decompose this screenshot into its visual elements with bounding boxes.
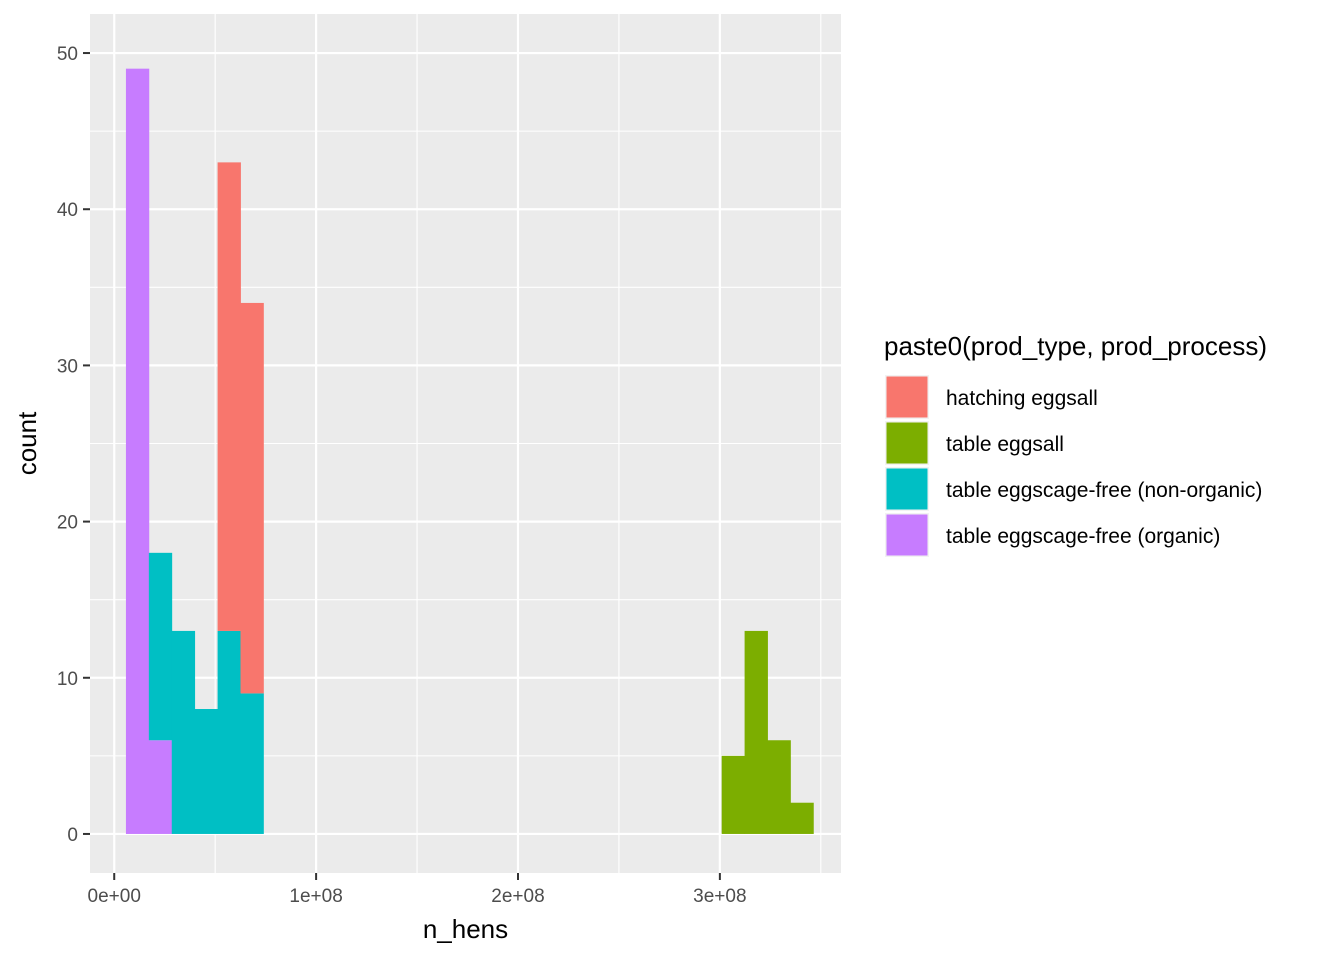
histogram-bar — [721, 755, 746, 834]
grid-minor — [90, 14, 841, 873]
x-tick-label: 2e+08 — [491, 886, 544, 907]
legend-label: table eggsall — [946, 433, 1064, 456]
x-axis-title: n_hens — [423, 914, 508, 944]
y-axis: 0 10 20 30 40 50 — [57, 44, 90, 846]
histogram-bar — [125, 68, 150, 834]
histogram-bar — [240, 302, 264, 694]
grid-major — [90, 14, 841, 873]
legend-title: paste0(prod_type, prod_process) — [884, 331, 1267, 361]
legend-swatch — [886, 376, 928, 418]
y-tick-label: 10 — [57, 669, 78, 690]
legend: paste0(prod_type, prod_process) hatching… — [884, 331, 1267, 557]
histogram-bar — [217, 630, 241, 834]
histogram-bar — [148, 552, 173, 741]
y-tick-label: 30 — [57, 356, 78, 377]
legend-label: hatching eggsall — [946, 387, 1098, 410]
histogram-bar — [194, 709, 218, 834]
y-tick-label: 20 — [57, 513, 78, 534]
histogram-bar — [240, 693, 264, 834]
y-axis-title: count — [12, 411, 42, 475]
histogram-bar — [217, 162, 241, 631]
x-tick-label: 0e+00 — [88, 886, 141, 907]
histogram-bar — [790, 802, 814, 834]
x-axis: 0e+00 1e+08 2e+08 3e+08 — [88, 873, 747, 907]
histogram-bar — [148, 740, 173, 834]
y-tick-label: 0 — [67, 825, 78, 846]
legend-label: table eggscage-free (organic) — [946, 525, 1220, 548]
histogram-bar — [767, 740, 791, 834]
y-tick-label: 50 — [57, 44, 78, 65]
legend-swatch — [886, 514, 928, 556]
legend-swatch — [886, 468, 928, 510]
x-tick-label: 1e+08 — [289, 886, 342, 907]
x-tick-label: 3e+08 — [693, 886, 746, 907]
histogram-bar — [171, 630, 196, 834]
histogram-bars — [125, 68, 814, 834]
histogram-bar — [744, 630, 768, 834]
y-tick-label: 40 — [57, 200, 78, 221]
legend-label: table eggscage-free (non-organic) — [946, 479, 1262, 502]
legend-swatch — [886, 422, 928, 464]
legend-items: hatching eggsall table eggsall table eggsc… — [885, 375, 1262, 557]
